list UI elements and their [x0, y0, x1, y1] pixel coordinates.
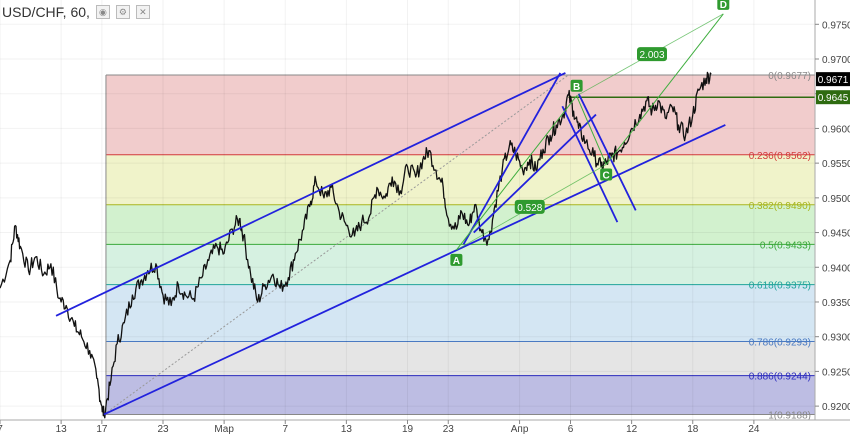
time-axis-bg: [0, 420, 850, 434]
y-tick-label: 0.9450: [822, 229, 850, 240]
abcd-point-badge: [450, 253, 463, 266]
x-tick-label: 23: [157, 424, 169, 434]
abcd-point-label: C: [603, 171, 610, 182]
settings-icon[interactable]: ⚙: [115, 5, 130, 19]
x-tick-label: 7: [0, 424, 3, 434]
y-tick-label: 0.9350: [822, 298, 850, 309]
x-tick-label: 18: [687, 424, 699, 434]
x-tick-label: Мар: [214, 424, 234, 434]
fib-band: [105, 74, 815, 155]
fib-band: [105, 154, 815, 205]
price-tag-bg: [816, 90, 850, 105]
fib-level-label: 0.236(0.9562): [749, 151, 811, 162]
trend-line: [561, 105, 619, 223]
trend-line: [577, 93, 637, 211]
y-tick-label: 0.9600: [822, 124, 850, 135]
trend-line: [103, 124, 726, 416]
x-tick-label: 6: [568, 424, 574, 434]
y-tick-label: 0.9550: [822, 159, 850, 170]
fib-labels: 0(0.9677) 0.236(0.9562) 0.382(0.9490) 0.5(0…: [749, 71, 811, 421]
price-series: [0, 71, 712, 419]
abcd-leg: [456, 95, 578, 251]
abcd-point-badge: [570, 79, 583, 92]
y-tick-label: 0.9500: [822, 194, 850, 205]
abcd-pattern: A B C D 0.528 2.003: [450, 0, 730, 267]
x-tick-label: 13: [341, 424, 353, 434]
y-tick-label: 0.9250: [822, 367, 850, 378]
ratio-badge: [637, 47, 667, 62]
price-tag-label: 0.9645: [818, 93, 849, 104]
fib-level-label: 0.382(0.9490): [749, 201, 811, 212]
abcd-leg: [605, 13, 724, 165]
x-tick-label: Апр: [511, 424, 529, 434]
x-tick-label: 24: [748, 424, 760, 434]
abcd-point-badge: [600, 168, 613, 181]
abcd-leg: [576, 95, 607, 165]
chart-header: USD/CHF, 60, ◉ ⚙ ✕: [0, 0, 150, 24]
fib-level-label: 1(0.9188): [768, 410, 811, 421]
y-tick-label: 0.9400: [822, 263, 850, 274]
abcd-point-badge: [717, 0, 730, 10]
x-tick-label: 19: [402, 424, 414, 434]
fib-band: [105, 284, 815, 342]
x-tick-label: 12: [626, 424, 638, 434]
price-tag-bg: [816, 72, 850, 87]
abcd-point-label: D: [720, 0, 727, 11]
fib-level-label: 0.886(0.9244): [749, 372, 811, 383]
fib-band: [105, 375, 815, 415]
close-icon[interactable]: ✕: [135, 5, 150, 19]
fib-level-label: 0(0.9677): [768, 71, 811, 82]
x-tick-label: 23: [443, 424, 455, 434]
symbol-label: USD/CHF, 60,: [2, 4, 90, 20]
fib-bands: [105, 74, 815, 415]
y-tick-label: 0.9700: [822, 55, 850, 66]
fib-band: [105, 341, 815, 376]
y-tick-label: 0.9750: [822, 20, 850, 31]
fib-level-label: 0.618(0.9375): [749, 281, 811, 292]
price-tag-label: 0.9671: [818, 75, 849, 86]
trend-line: [55, 72, 566, 317]
x-tick-label: 7: [282, 424, 288, 434]
fib-level-label: 0.5(0.9433): [760, 240, 811, 251]
price-line: [0, 71, 712, 419]
fib-level-label: 0.786(0.9293): [749, 338, 811, 349]
abcd-point-label: B: [573, 82, 580, 93]
x-tick-label: 13: [56, 424, 68, 434]
ratio-label: 2.003: [639, 50, 664, 61]
price-tags: 0.9671 0.9645: [816, 72, 850, 105]
x-tick-label: 17: [96, 424, 108, 434]
y-tick-label: 0.9200: [822, 402, 850, 413]
trend-lines: [55, 72, 726, 416]
abcd-point-label: A: [453, 256, 460, 267]
trend-line: [462, 72, 562, 245]
ratio-badge: [514, 199, 545, 214]
y-tick-label: 0.9300: [822, 333, 850, 344]
eye-icon[interactable]: ◉: [95, 5, 110, 19]
ratio-label: 0.528: [517, 203, 542, 214]
